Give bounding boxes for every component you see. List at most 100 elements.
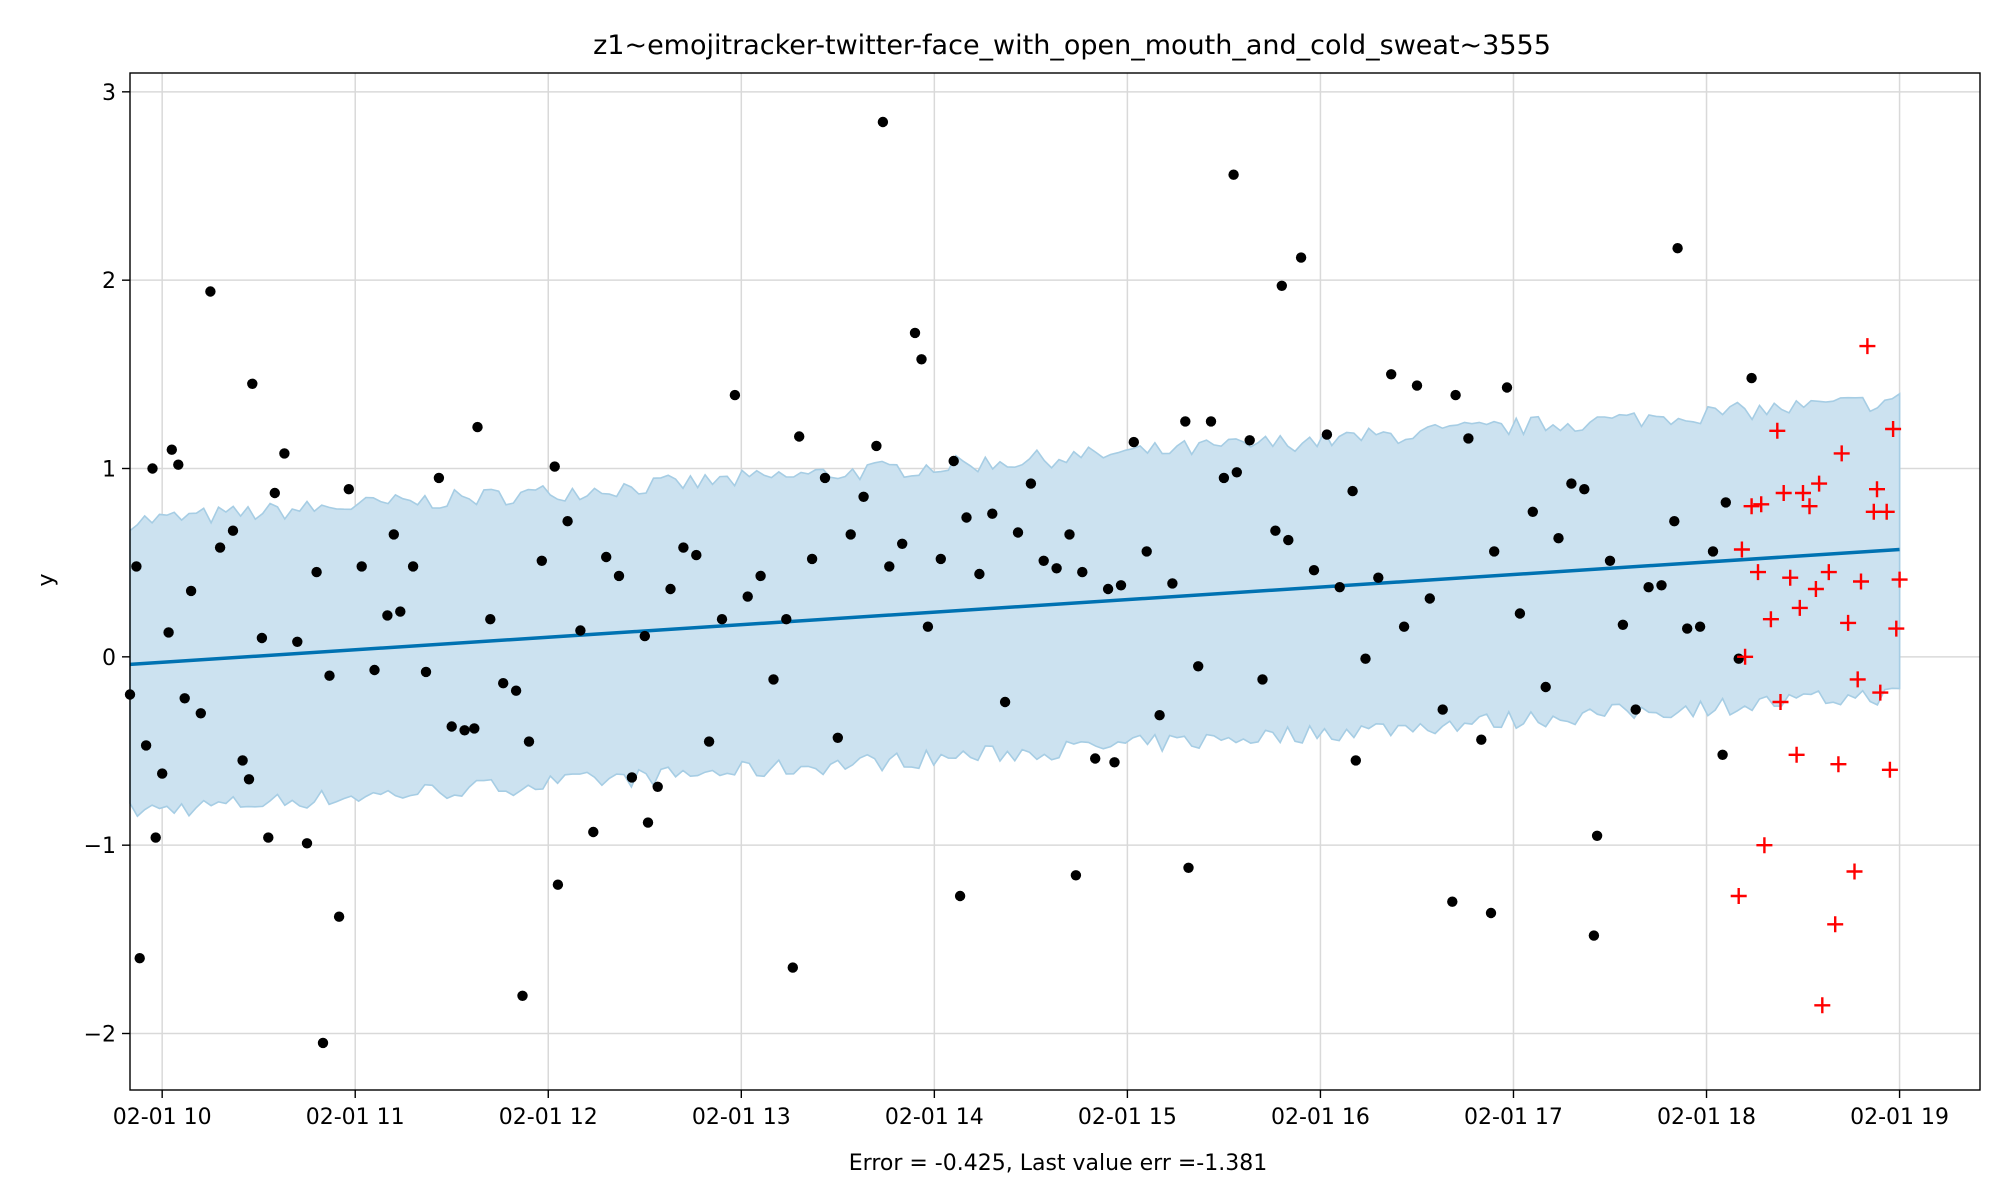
observed-point <box>1579 484 1590 495</box>
test-point <box>1730 888 1747 904</box>
observed-point <box>716 614 728 625</box>
observed-point <box>1308 565 1320 576</box>
observed-point <box>1588 930 1600 941</box>
observed-point <box>1270 525 1281 536</box>
test-point <box>1775 485 1792 501</box>
observed-point <box>1373 572 1384 583</box>
observed-point <box>536 555 547 566</box>
observed-point <box>1591 830 1603 841</box>
observed-point <box>729 389 741 401</box>
x-tick-label: 02-01 19 <box>1850 1105 1949 1130</box>
observed-point <box>407 561 419 572</box>
observed-point <box>1180 416 1191 427</box>
observed-point <box>1437 704 1448 715</box>
observed-point <box>459 725 470 736</box>
y-axis-label: y <box>34 573 59 586</box>
observed-point <box>1360 653 1371 664</box>
observed-point <box>845 529 856 540</box>
observed-point <box>922 621 934 632</box>
observed-point <box>269 487 280 499</box>
uncertainty-band <box>129 392 1901 818</box>
observed-point <box>768 674 779 685</box>
test-point <box>1772 694 1789 710</box>
observed-point <box>1717 749 1728 760</box>
test-point <box>1750 564 1766 581</box>
observed-point <box>356 561 367 572</box>
observed-point <box>1527 506 1539 517</box>
test-point <box>1872 684 1889 701</box>
observed-point <box>147 463 158 474</box>
observed-point <box>1694 621 1706 632</box>
observed-point <box>755 570 766 582</box>
observed-point <box>787 962 798 973</box>
observed-point <box>510 685 522 696</box>
observed-point <box>256 632 268 644</box>
observed-point <box>523 736 535 747</box>
observed-point <box>1643 582 1654 593</box>
observed-point <box>1154 710 1165 721</box>
observed-point <box>195 708 206 719</box>
observed-point <box>369 664 380 676</box>
x-tick-label: 02-01 18 <box>1657 1105 1756 1130</box>
observed-point <box>324 670 335 681</box>
observed-point <box>1720 497 1732 508</box>
observed-point <box>897 538 908 549</box>
observed-point <box>157 768 168 779</box>
plot-frame <box>129 72 1981 1091</box>
observed-point <box>948 455 959 467</box>
observed-point <box>1553 533 1564 544</box>
test-point <box>1888 620 1905 637</box>
observed-point <box>472 421 483 433</box>
observed-point <box>613 570 625 582</box>
observed-points <box>124 116 1757 1049</box>
uncertainty-band-area <box>129 392 1901 818</box>
observed-point <box>1746 372 1757 384</box>
observed-point <box>1604 555 1616 566</box>
observed-point <box>1350 755 1362 766</box>
x-tick-label: 02-01 15 <box>1078 1105 1177 1130</box>
test-point <box>1849 671 1866 688</box>
observed-point <box>935 553 946 565</box>
observed-point <box>1656 580 1667 591</box>
y-tick-label: 2 <box>102 269 116 294</box>
observed-point <box>575 625 586 636</box>
observed-point <box>1283 534 1294 546</box>
observed-point <box>1501 382 1513 393</box>
observed-point <box>1038 555 1049 566</box>
x-tick-label: 02-01 13 <box>692 1105 791 1130</box>
observed-point <box>1183 862 1194 873</box>
observed-point <box>877 116 889 128</box>
test-point <box>1753 496 1770 513</box>
observed-point <box>227 525 239 536</box>
observed-point <box>1276 280 1288 291</box>
test-point <box>1801 498 1818 515</box>
observed-point <box>1193 661 1204 672</box>
observed-point <box>626 772 638 783</box>
observed-point <box>205 286 216 297</box>
test-point <box>1846 863 1863 880</box>
test-point <box>1807 581 1824 597</box>
observed-point <box>301 838 313 849</box>
observed-point <box>552 879 564 890</box>
x-tick-label: 02-01 16 <box>1271 1105 1370 1130</box>
observed-point <box>1566 478 1577 489</box>
observed-point <box>794 431 805 442</box>
test-point <box>1762 611 1779 628</box>
observed-point <box>562 516 573 527</box>
observed-point <box>999 696 1011 708</box>
test-point <box>1756 837 1773 854</box>
observed-point <box>247 378 258 389</box>
observed-point <box>601 551 612 563</box>
observed-point <box>1228 169 1239 180</box>
observed-point <box>150 832 161 843</box>
test-point <box>1820 564 1837 581</box>
x-tick-label: 02-01 12 <box>499 1105 598 1130</box>
observed-point <box>1334 582 1345 593</box>
test-point <box>1743 498 1760 515</box>
observed-point <box>1447 896 1458 907</box>
observed-point <box>1167 578 1178 589</box>
observed-point <box>1257 674 1268 685</box>
observed-point <box>388 529 399 540</box>
x-tick-label: 02-01 14 <box>885 1105 984 1130</box>
